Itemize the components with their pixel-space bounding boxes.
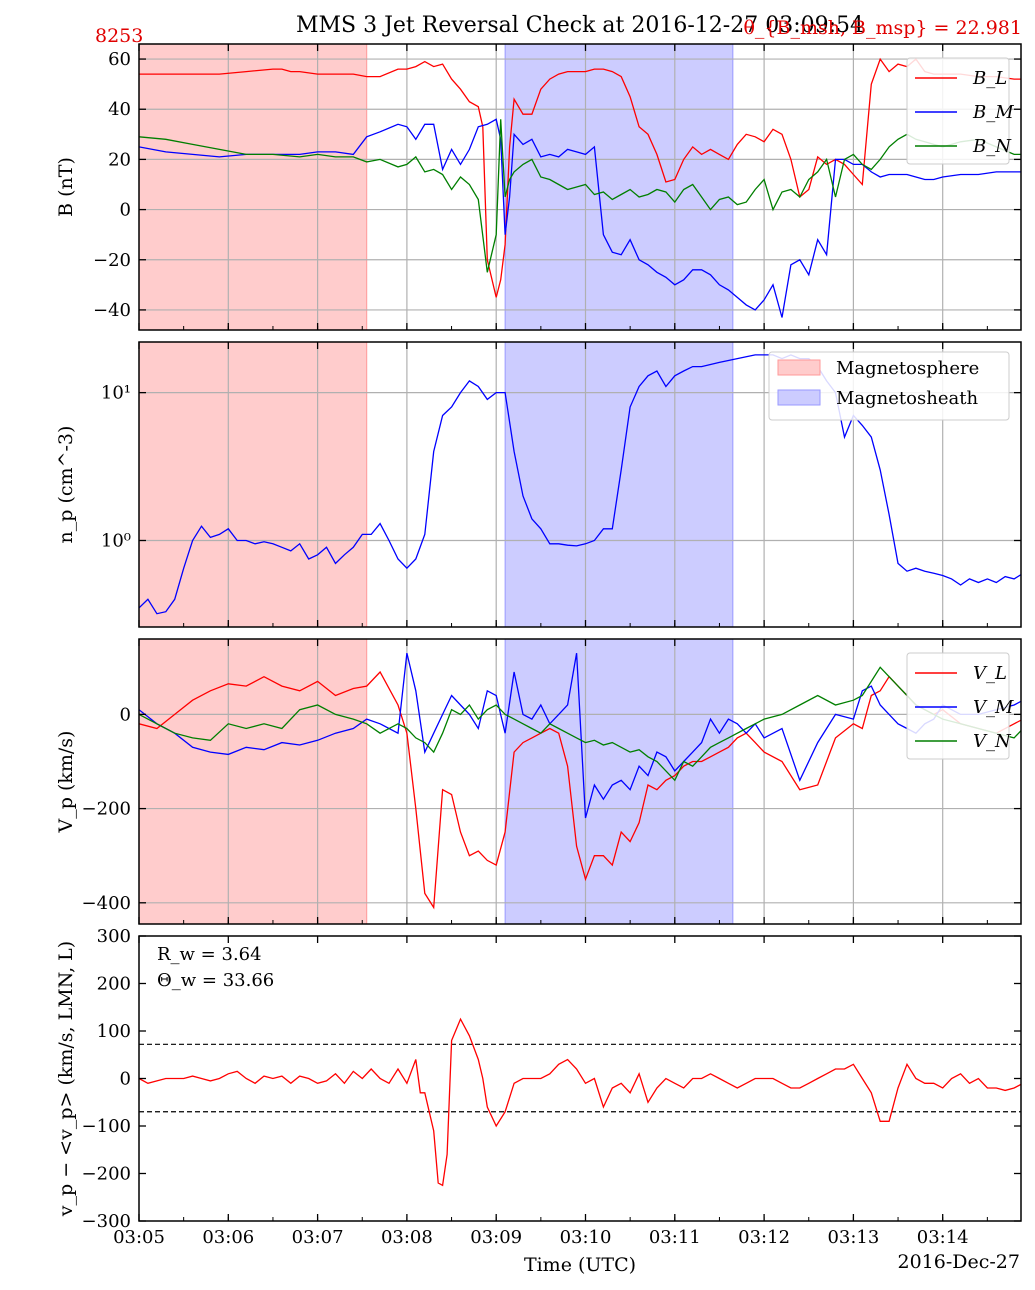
date-label: 2016-Dec-27 (898, 1251, 1021, 1273)
y-tick-label: 300 (97, 926, 131, 947)
legend-label: V_L (973, 663, 1007, 684)
series-n_p (139, 354, 1021, 615)
series-dv (139, 1017, 1021, 1187)
legend-box (906, 57, 1010, 165)
y-axis-label: n_p (cm^-3) (55, 426, 77, 544)
legend-label: B_M (972, 102, 1014, 123)
axes-frame (138, 43, 1022, 331)
y-tick-label: 10¹ (101, 383, 131, 404)
series-B_L (139, 57, 1021, 298)
series-B_N (139, 119, 1021, 273)
axes-frame (138, 341, 1022, 628)
y-tick-label: −20 (93, 250, 131, 271)
magnetosheath-region (504, 43, 734, 331)
x-axis-label: Time (UTC) (524, 1254, 636, 1276)
series-B_M (139, 118, 1021, 318)
y-tick-label: −100 (82, 1116, 131, 1137)
y-tick-label: −300 (82, 1211, 131, 1232)
legend-label: Magnetosheath (836, 388, 978, 409)
y-tick-label: 100 (97, 1021, 131, 1042)
x-tick-label: 03:08 (381, 1227, 433, 1248)
legend-label: Magnetosphere (836, 358, 979, 379)
y-tick-label: 60 (108, 49, 131, 70)
x-tick-label: 03:12 (738, 1227, 790, 1248)
annotation-text: R_w = 3.64 (157, 944, 262, 965)
y-tick-label: −40 (93, 300, 131, 321)
magnetosphere-region (138, 341, 368, 628)
y-tick-label: 0 (120, 1069, 131, 1090)
legend-patch (777, 389, 821, 406)
x-tick-label: 03:09 (470, 1227, 522, 1248)
x-tick-label: 03:11 (649, 1227, 701, 1248)
y-tick-label: 200 (97, 974, 131, 995)
legend-label: B_N (972, 136, 1012, 157)
x-tick-label: 03:05 (113, 1227, 165, 1248)
top-left-label: 8253 (95, 25, 143, 47)
y-tick-label: 20 (108, 149, 131, 170)
legend-label: V_N (973, 731, 1012, 752)
panel-n: 10¹ 10⁰ n_p (cm^-3) Magnetosphere Magnetoshe… (55, 341, 1022, 628)
y-axis-label: v_p − <v_p> (km/s, LMN, L) (55, 941, 77, 1217)
legend-label: B_L (972, 68, 1007, 89)
y-tick-label: 10⁰ (101, 530, 131, 551)
chart-title: MMS 3 Jet Reversal Check at 2016-12-27 0… (296, 13, 864, 38)
panel-b: 60 40 20 0 −20 −40 B (nT) B_L B_M B_N (55, 43, 1022, 331)
magnetosphere-region (138, 43, 368, 331)
legend-label: V_M (973, 697, 1014, 718)
annotation-text: Θ_w = 33.66 (157, 970, 274, 991)
magnetosphere-region (138, 638, 368, 925)
x-tick-label: 03:06 (202, 1227, 254, 1248)
legend-box (768, 351, 1010, 421)
y-tick-label: 0 (120, 200, 131, 221)
x-tick-label: 03:10 (560, 1227, 612, 1248)
y-tick-label: 40 (108, 99, 131, 120)
legend-box (906, 652, 1010, 760)
axes-frame (138, 638, 1022, 925)
x-tick-label: 03:13 (827, 1227, 879, 1248)
y-axis-label: V_p (km/s) (55, 731, 77, 834)
y-tick-label: −400 (82, 893, 131, 914)
y-tick-label: −200 (82, 799, 131, 820)
x-tick-label: 03:07 (292, 1227, 344, 1248)
top-right-label: θ_{B_msh, B_msp} = 22.981 (743, 17, 1022, 39)
series-V_L (139, 670, 1021, 910)
series-V_N (139, 666, 1021, 782)
legend-patch (777, 359, 821, 376)
y-tick-label: −200 (82, 1164, 131, 1185)
x-tick-label: 03:14 (917, 1227, 969, 1248)
y-tick-label: 0 (120, 704, 131, 725)
y-axis-label: B (nT) (55, 157, 77, 217)
panel-v: 0 −200 −400 V_p (km/s) V_L V_M V_N (55, 638, 1022, 925)
